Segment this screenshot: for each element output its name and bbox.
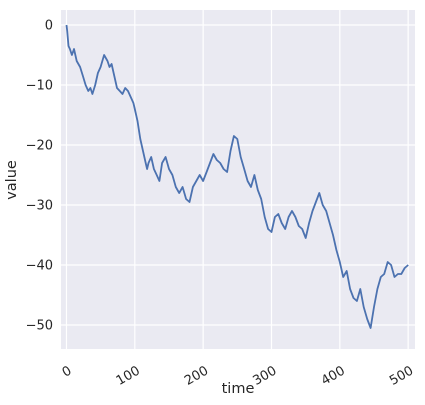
y-tick-label: −20 <box>26 139 53 154</box>
x-tick-label: 200 <box>182 363 211 388</box>
y-tick-label: −50 <box>26 319 53 334</box>
y-tick-label: 0 <box>45 19 53 34</box>
x-axis-label: time <box>222 381 255 397</box>
y-tick-label: −40 <box>26 259 53 274</box>
x-tick-label: 100 <box>114 363 143 388</box>
y-tick-label: −30 <box>26 199 53 214</box>
series-line <box>65 24 409 329</box>
x-tick-label: 400 <box>319 363 348 388</box>
series-group <box>65 24 409 329</box>
x-tick-label: 500 <box>387 363 416 388</box>
x-tick-label: 0 <box>60 363 75 380</box>
y-axis-label: value <box>4 160 20 200</box>
x-tick-label: 300 <box>250 363 279 388</box>
y-tick-label: −10 <box>26 79 53 94</box>
y-tick-labels: 0 −10 −20 −30 −40 −50 <box>26 19 53 334</box>
plot-area <box>61 10 415 349</box>
